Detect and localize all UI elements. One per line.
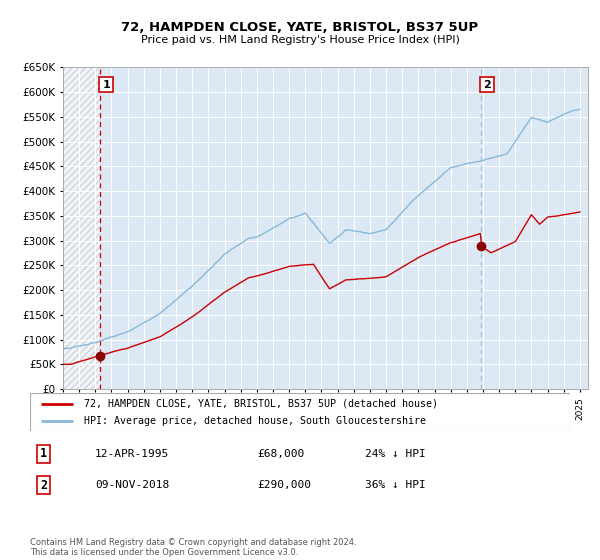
Text: Contains HM Land Registry data © Crown copyright and database right 2024.
This d: Contains HM Land Registry data © Crown c…: [30, 538, 356, 557]
Text: 1: 1: [40, 447, 47, 460]
Text: 72, HAMPDEN CLOSE, YATE, BRISTOL, BS37 5UP: 72, HAMPDEN CLOSE, YATE, BRISTOL, BS37 5…: [121, 21, 479, 34]
Text: 72, HAMPDEN CLOSE, YATE, BRISTOL, BS37 5UP (detached house): 72, HAMPDEN CLOSE, YATE, BRISTOL, BS37 5…: [84, 399, 438, 409]
Text: 1: 1: [102, 80, 110, 90]
FancyBboxPatch shape: [30, 393, 570, 431]
Text: £290,000: £290,000: [257, 480, 311, 490]
Text: £68,000: £68,000: [257, 449, 304, 459]
Text: 2: 2: [40, 479, 47, 492]
Text: Price paid vs. HM Land Registry's House Price Index (HPI): Price paid vs. HM Land Registry's House …: [140, 35, 460, 45]
Text: 2: 2: [483, 80, 491, 90]
Text: 24% ↓ HPI: 24% ↓ HPI: [365, 449, 425, 459]
Text: 12-APR-1995: 12-APR-1995: [95, 449, 169, 459]
Text: 36% ↓ HPI: 36% ↓ HPI: [365, 480, 425, 490]
Text: 09-NOV-2018: 09-NOV-2018: [95, 480, 169, 490]
Text: HPI: Average price, detached house, South Gloucestershire: HPI: Average price, detached house, Sout…: [84, 416, 426, 426]
